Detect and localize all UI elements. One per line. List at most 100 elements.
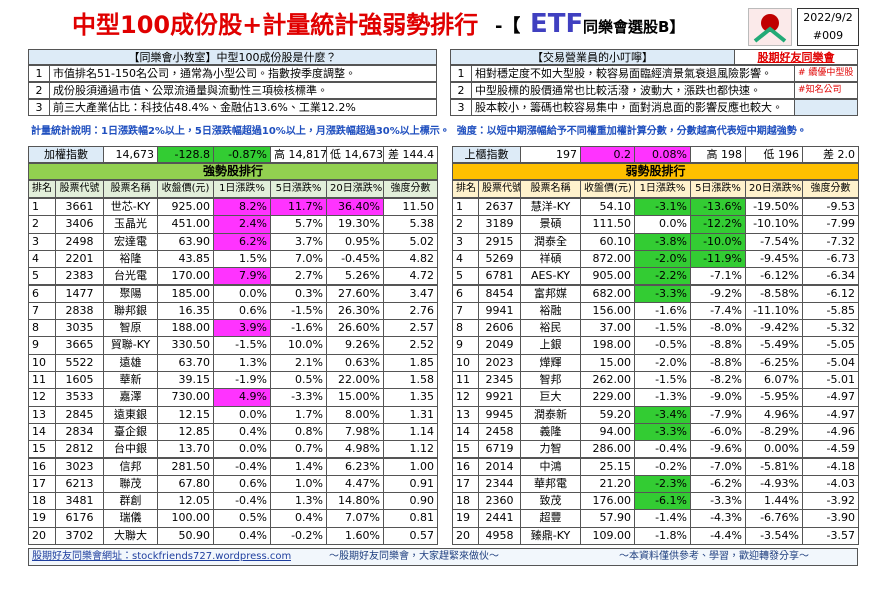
table-cell: 3661 xyxy=(55,198,104,217)
table-cell: 25.15 xyxy=(580,457,635,476)
table-cell: 451.00 xyxy=(157,215,214,234)
table-cell: 3023 xyxy=(55,457,104,476)
table-cell: 世芯-KY xyxy=(103,198,158,217)
table-cell: -7.9% xyxy=(690,405,746,424)
table-cell: 2023 xyxy=(478,353,521,372)
subtitle: 同樂會選股B】 xyxy=(583,18,685,36)
table-cell: 9945 xyxy=(478,405,521,424)
table-cell: 3665 xyxy=(55,336,104,355)
table-cell: -10.10% xyxy=(745,215,803,234)
table-cell: -4.59 xyxy=(802,440,859,459)
table-cell: 1.35 xyxy=(383,388,438,407)
table-cell: -1.4% xyxy=(634,509,691,528)
table-title: 強勢股排行 xyxy=(28,163,438,180)
table-cell: -0.2% xyxy=(634,457,691,476)
table-cell: 1.7% xyxy=(270,405,327,424)
column-header: 強度分數 xyxy=(802,180,859,198)
footer-site[interactable]: 股期好友同樂會網址：stockfriends727.wordpress.com xyxy=(32,551,292,562)
table-cell: -5.04 xyxy=(802,353,859,372)
table-cell: 0.0% xyxy=(213,440,271,459)
table-cell: 0.95% xyxy=(326,232,384,251)
column-header: 排名 xyxy=(28,180,56,198)
table-cell: 遠雄 xyxy=(103,353,158,372)
index-cell: 差 2.0 xyxy=(802,146,859,163)
table-cell: -1.5% xyxy=(634,371,691,390)
column-header: 股票名稱 xyxy=(520,180,581,198)
etf-label: ETF xyxy=(530,9,584,39)
table-cell: 1.12 xyxy=(383,440,438,459)
table-cell: 2.52 xyxy=(383,336,438,355)
table-cell: 8.2% xyxy=(213,198,271,217)
table-cell: 176.00 xyxy=(580,492,635,511)
issue: #009 xyxy=(812,29,844,42)
table-cell: 925.00 xyxy=(157,198,214,217)
table-cell: 730.00 xyxy=(157,388,214,407)
table-cell: 超豐 xyxy=(520,509,581,528)
table-cell: 2915 xyxy=(478,232,521,251)
table-cell: 1.44% xyxy=(745,492,803,511)
table-cell: 10.0% xyxy=(270,336,327,355)
table-cell: 7.07% xyxy=(326,509,384,528)
table-cell: -3.3% xyxy=(270,388,327,407)
table-cell: 185.00 xyxy=(157,284,214,303)
table-cell: 1.3% xyxy=(213,353,271,372)
table-cell: 1.85 xyxy=(383,353,438,372)
table-cell: 37.00 xyxy=(580,319,635,338)
table-cell: 6781 xyxy=(478,267,521,286)
table-cell: 0.4% xyxy=(213,422,271,442)
table-cell: 遠東銀 xyxy=(103,405,158,424)
table-cell: 18 xyxy=(452,492,479,511)
table-cell: -9.6% xyxy=(690,440,746,459)
table-cell: 5.26% xyxy=(326,267,384,286)
table-cell: -13.6% xyxy=(690,198,746,217)
table-cell: 12 xyxy=(28,388,56,407)
table-cell: 2.57 xyxy=(383,319,438,338)
info-text: 市值排名51-150名公司，通常為小型公司。指數按季度調整。 xyxy=(49,65,437,82)
table-cell: 2498 xyxy=(55,232,104,251)
index-cell: 低 14,673 xyxy=(326,146,384,163)
title-bracket: -【 xyxy=(495,16,521,37)
table-cell: 16 xyxy=(28,457,56,476)
table-cell: 229.00 xyxy=(580,388,635,407)
table-cell: -6.25% xyxy=(745,353,803,372)
index-cell: 低 196 xyxy=(745,146,803,163)
table-cell: 4.96% xyxy=(745,405,803,424)
index-cell: 高 14,817 xyxy=(270,146,327,163)
table-cell: -0.4% xyxy=(213,492,271,511)
table-cell: 12.05 xyxy=(157,492,214,511)
info-text: 中型股標的股價通常也比較活潑，波動大，漲跌也都快速。 xyxy=(471,82,795,99)
table-cell: 1605 xyxy=(55,371,104,390)
table-cell: 6176 xyxy=(55,509,104,528)
table-cell: 10 xyxy=(28,353,56,372)
table-cell: 0.90 xyxy=(383,492,438,511)
table-cell: 14 xyxy=(28,422,56,442)
table-cell: 0.91 xyxy=(383,474,438,494)
table-cell: 玉晶光 xyxy=(103,215,158,234)
table-cell: 2014 xyxy=(478,457,521,476)
table-cell: 15.00 xyxy=(580,353,635,372)
table-cell: 7 xyxy=(28,301,56,321)
table-cell: 1 xyxy=(452,198,479,217)
table-cell: -11.10% xyxy=(745,301,803,321)
table-title: 弱勢股排行 xyxy=(452,163,859,180)
table-cell: 8 xyxy=(452,319,479,338)
table-cell: 3.7% xyxy=(270,232,327,251)
table-cell: -4.97 xyxy=(802,405,859,424)
table-cell: 14 xyxy=(452,422,479,442)
table-cell: -1.5% xyxy=(634,319,691,338)
table-cell: 12 xyxy=(452,388,479,407)
table-cell: 2.4% xyxy=(213,215,271,234)
table-cell: 1.58 xyxy=(383,371,438,390)
index-cell: 0.2 xyxy=(580,146,635,163)
info-link[interactable]: 股期好友同樂會 xyxy=(734,49,858,65)
table-cell: 17 xyxy=(452,474,479,494)
table-cell: 5522 xyxy=(55,353,104,372)
table-cell: 5.02 xyxy=(383,232,438,251)
table-cell: 0.0% xyxy=(213,405,271,424)
note-strength: 強度：以短中期漲幅給予不同權重加權計算分數，分數越高代表短中期越強勢。 xyxy=(456,126,807,137)
table-cell: 0.6% xyxy=(213,474,271,494)
table-cell: -3.54% xyxy=(745,526,803,545)
table-cell: -8.8% xyxy=(690,353,746,372)
table-cell: 3.47 xyxy=(383,284,438,303)
table-cell: 華邦電 xyxy=(520,474,581,494)
